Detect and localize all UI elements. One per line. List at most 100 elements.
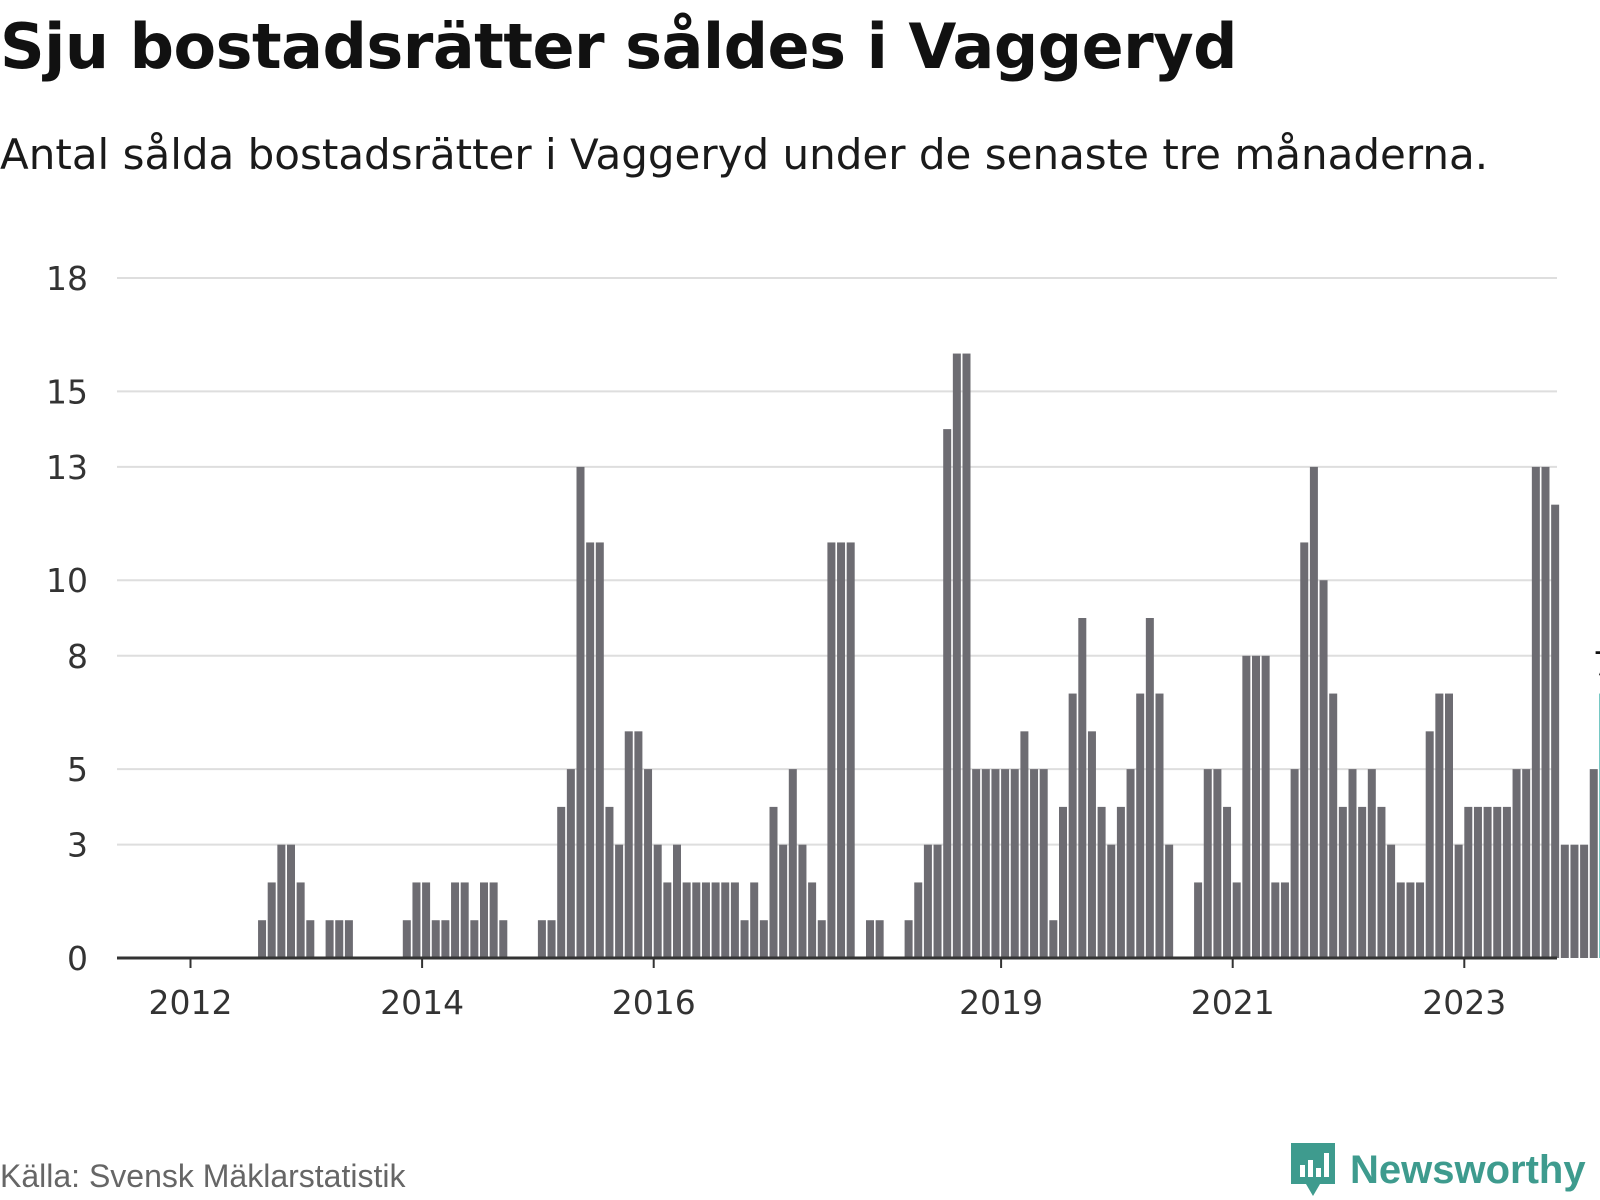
y-tick-label: 3 [67,826,88,865]
bar [1194,882,1203,958]
bar [933,844,942,958]
x-tick-label: 2014 [380,983,464,1022]
bar [1078,618,1087,958]
bar [1435,693,1444,958]
bar [306,920,315,958]
bar [1097,806,1106,958]
bar [1589,769,1598,958]
bar [1155,693,1164,958]
bar [412,882,421,958]
brand-name: Newsworthy [1350,1147,1586,1192]
bar [1165,844,1174,958]
bar [489,882,498,958]
bar [451,882,460,958]
bar [827,542,836,958]
bar [325,920,334,958]
bar [499,920,508,958]
y-tick-label: 0 [67,939,88,978]
bar [866,920,874,958]
bar [422,882,431,958]
y-tick-label: 18 [46,259,88,298]
bar [1541,466,1550,958]
x-tick-label: 2021 [1191,983,1275,1022]
bar [711,882,720,958]
source-note: Källa: Svensk Mäklarstatistik [0,1158,406,1194]
bar [1271,882,1280,958]
bar [1464,806,1473,958]
bar [460,882,469,958]
bar [1252,655,1260,958]
bar [296,882,305,958]
bar [1136,693,1145,958]
bar [1126,769,1135,958]
bar [624,731,633,958]
bar [576,466,585,958]
bar [1512,769,1521,958]
bar [344,920,353,958]
newsworthy-logo-icon [1291,1143,1335,1196]
x-tick-label: 2012 [149,983,233,1022]
bar [962,353,971,958]
y-tick-label: 5 [67,750,88,789]
bar [615,844,624,958]
bar [1493,806,1502,958]
bar [981,769,990,958]
bar [788,769,797,958]
bar [566,769,575,958]
bar [557,806,566,958]
bar [547,920,556,958]
bar [335,920,344,958]
bar [441,920,450,958]
bar [1580,844,1589,958]
bar [808,882,817,958]
bar [258,920,267,958]
bar [1010,769,1019,958]
bar [595,542,604,958]
bar [769,806,778,958]
bar [605,806,614,958]
bar [1454,844,1463,958]
chart-title: Sju bostadsrätter såldes i Vaggeryd [0,10,1238,83]
bar [673,844,681,958]
data-label: 7 [1593,645,1600,684]
y-tick-label: 15 [46,372,88,411]
bar [740,920,749,958]
x-tick-label: 2019 [959,983,1043,1022]
bar [1049,920,1058,958]
bar [1425,731,1434,958]
bar [972,769,981,958]
bar [1116,806,1125,958]
bar [1348,769,1357,958]
chart-subtitle: Antal sålda bostadsrätter i Vaggeryd und… [0,130,1489,179]
bar [1483,806,1492,958]
bar [914,882,923,958]
bar [1087,731,1096,958]
bar [1068,693,1077,958]
bar [1039,769,1048,958]
bar [1242,655,1251,958]
bar [923,844,932,958]
bar [943,429,952,959]
bar [1059,806,1067,958]
bar [1338,806,1347,958]
bar [663,882,672,958]
bar [837,542,846,958]
bar [1406,882,1415,958]
bar [1232,882,1241,958]
bar [653,844,662,958]
bar [730,882,739,958]
x-tick-label: 2023 [1422,983,1506,1022]
bar [1223,806,1232,958]
bar [1560,844,1569,958]
y-tick-label: 13 [46,448,88,487]
bar [1309,466,1318,958]
bar [701,882,710,958]
bar [267,882,276,958]
bar [1030,769,1039,958]
bar [431,920,440,958]
bar-chart: 0 3 5 8 10 13 15 18 7 2012 2014 2016 2019 2021 2023 [46,259,1600,1022]
bar [1280,882,1289,958]
bar [277,844,286,958]
bar [1473,806,1482,958]
y-tick-label: 10 [46,561,88,600]
